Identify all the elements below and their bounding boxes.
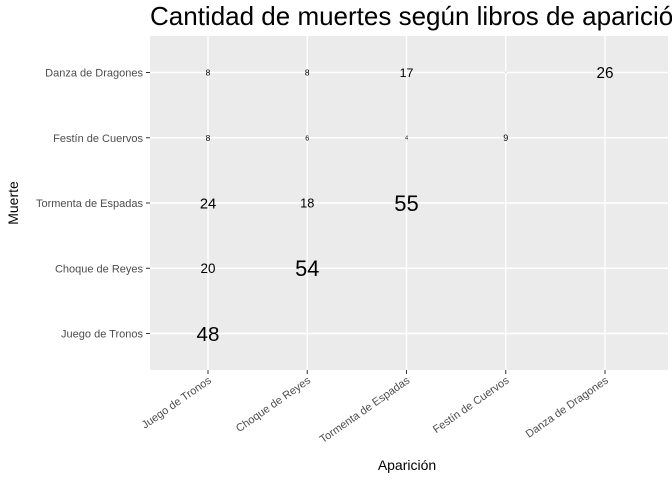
y-tick-label-juego-de-tronos: Juego de Tronos [61,329,143,341]
chart-title: Cantidad de muertes según libros de apar… [150,1,672,31]
count-label-juego-de-tronos-tormenta-de-espadas: 24 [200,196,216,212]
y-tick-label-tormenta-de-espadas: Tormenta de Espadas [36,198,144,210]
count-label-choque-de-reyes-choque-de-reyes: 54 [295,256,319,281]
y-axis-title: Muerte [5,181,21,225]
x-tick-label-danza-de-dragones: Danza de Dragones [524,374,611,440]
count-label-danza-de-dragones-danza-de-dragones: 26 [597,65,614,82]
count-label-juego-de-tronos-juego-de-tronos: 48 [197,323,220,346]
count-label-festin-de-cuervos-festin-de-cuervos: 9 [503,133,508,143]
x-axis: Juego de Tronos Choque de Reyes Tormenta d… [140,370,611,446]
x-tick-label-juego-de-tronos: Juego de Tronos [140,374,214,431]
count-label-festin-de-cuervos-danza-de-dragones: 2 [505,72,506,74]
x-tick-label-choque-de-reyes: Choque de Reyes [234,374,313,435]
count-label-tormenta-de-espadas-festin-de-cuervos: 4 [405,136,408,142]
count-label-choque-de-reyes-tormenta-de-espadas: 18 [300,196,314,211]
x-tick-label-tormenta-de-espadas: Tormenta de Espadas [318,374,413,445]
grid-lines [150,36,668,370]
count-label-choque-de-reyes-danza-de-dragones: 8 [305,68,310,78]
y-tick-label-danza-de-dragones: Danza de Dragones [45,68,143,80]
count-labels: 48 20 54 24 18 55 8 6 4 9 8 8 17 2 26 [197,65,614,346]
y-axis: Juego de Tronos Choque de Reyes Tormenta d… [36,68,150,341]
x-axis-title: Aparición [378,457,436,473]
count-label-tormenta-de-espadas-danza-de-dragones: 17 [400,66,414,80]
count-label-juego-de-tronos-choque-de-reyes: 20 [201,261,216,276]
count-label-tormenta-de-espadas-tormenta-de-espadas: 55 [394,191,418,216]
count-label-juego-de-tronos-festin-de-cuervos: 8 [206,133,211,143]
y-tick-label-choque-de-reyes: Choque de Reyes [55,263,144,275]
x-tick-label-festin-de-cuervos: Festín de Cuervos [431,374,512,436]
count-label-juego-de-tronos-danza-de-dragones: 8 [206,68,211,78]
y-tick-label-festin-de-cuervos: Festín de Cuervos [53,133,143,145]
count-label-choque-de-reyes-festin-de-cuervos: 6 [305,134,309,142]
